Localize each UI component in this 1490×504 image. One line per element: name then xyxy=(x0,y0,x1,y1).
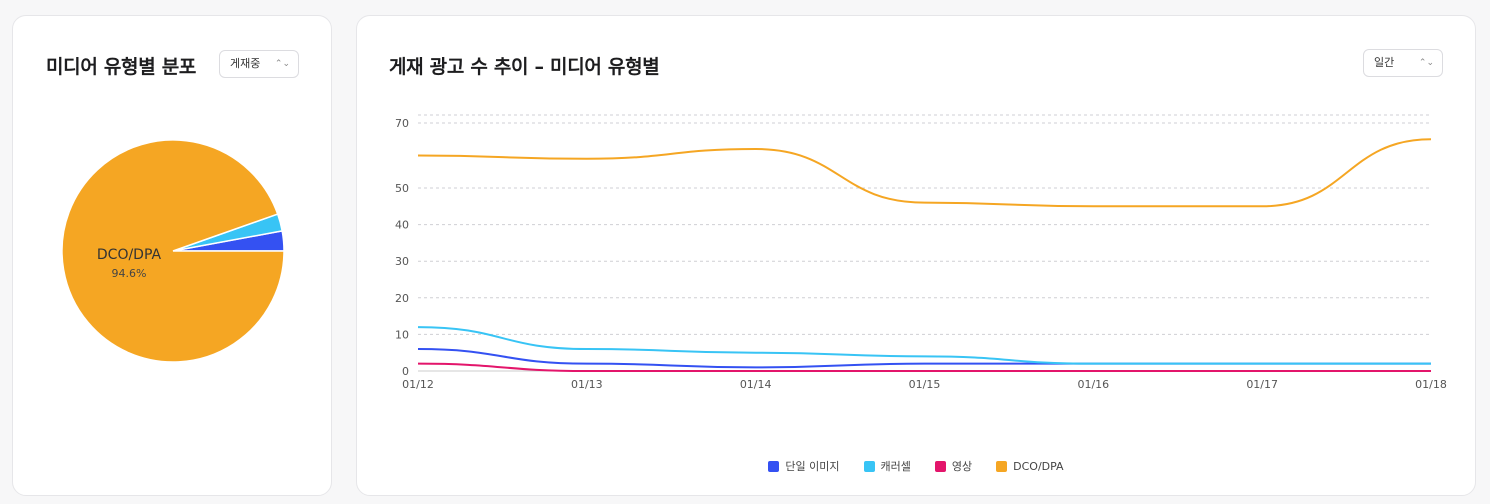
legend-swatch xyxy=(934,460,946,472)
legend-item-2[interactable]: 캐러셀 xyxy=(863,458,911,474)
x-tick-label: 01/13 xyxy=(571,378,603,391)
legend-swatch xyxy=(996,460,1008,472)
pie-slice-4[interactable] xyxy=(61,139,285,363)
ad-count-trend-card: 게재 광고 수 추이 – 미디어 유형별 일간 ⌃⌄ 0 10 20 30 40 50 70… xyxy=(356,15,1476,496)
legend-label: 단일 이미지 xyxy=(785,460,840,473)
series-line-4[interactable] xyxy=(417,138,1432,208)
x-tick-label: 01/12 xyxy=(402,378,434,391)
series-line-3[interactable] xyxy=(417,362,1431,373)
x-tick-label: 01/14 xyxy=(740,378,772,391)
legend-label: DCO/DPA xyxy=(1013,459,1064,473)
x-tick-label: 01/16 xyxy=(1077,378,1109,391)
status-select[interactable]: 게재중 ⌃⌄ xyxy=(219,50,299,78)
pie-data-label-name: DCO/DPA xyxy=(97,247,162,263)
legend-item-3[interactable]: 영상 xyxy=(934,458,973,474)
y-tick-label: 30 xyxy=(395,255,409,268)
chevron-updown-icon: ⌃⌄ xyxy=(274,59,290,69)
pie-data-label-value: 94.6% xyxy=(112,267,147,280)
y-tick-label: 70 xyxy=(395,117,409,130)
media-distribution-card: 미디어 유형별 분포 게재중 ⌃⌄ DCO/DPA 94.6% xyxy=(12,15,332,496)
status-select-value: 게재중 xyxy=(230,57,261,70)
ad-count-line-chart: 0 10 20 30 40 50 70 01/12 01/13 01/14 01/15 01/16 01… xyxy=(395,114,1447,391)
period-select[interactable]: 일간 ⌃⌄ xyxy=(1363,49,1443,77)
x-tick-label: 01/15 xyxy=(909,378,941,391)
x-tick-label: 01/18 xyxy=(1415,378,1447,391)
legend-label: 영상 xyxy=(951,460,973,473)
y-tick-label: 10 xyxy=(395,328,409,341)
x-tick-label: 01/17 xyxy=(1246,378,1278,391)
media-pie-chart: DCO/DPA 94.6% xyxy=(61,139,285,363)
legend-swatch xyxy=(863,460,875,472)
y-tick-label: 20 xyxy=(395,292,409,305)
series-line-2[interactable] xyxy=(417,326,1431,365)
legend-label: 캐러셀 xyxy=(880,460,911,473)
y-tick-label: 0 xyxy=(402,365,409,378)
period-select-value: 일간 xyxy=(1374,56,1395,69)
y-tick-label: 40 xyxy=(395,219,409,232)
legend-item-1[interactable]: 단일 이미지 xyxy=(768,458,840,474)
ad-count-trend-title: 게재 광고 수 추이 – 미디어 유형별 xyxy=(389,56,660,78)
chart-legend: 단일 이미지 캐러셀 영상 DCO/DPA xyxy=(357,458,1475,474)
media-distribution-title: 미디어 유형별 분포 xyxy=(46,56,197,78)
chevron-updown-icon: ⌃⌄ xyxy=(1418,58,1434,68)
legend-swatch xyxy=(768,460,780,472)
y-tick-label: 50 xyxy=(395,182,409,195)
legend-item-4[interactable]: DCO/DPA xyxy=(996,458,1064,474)
